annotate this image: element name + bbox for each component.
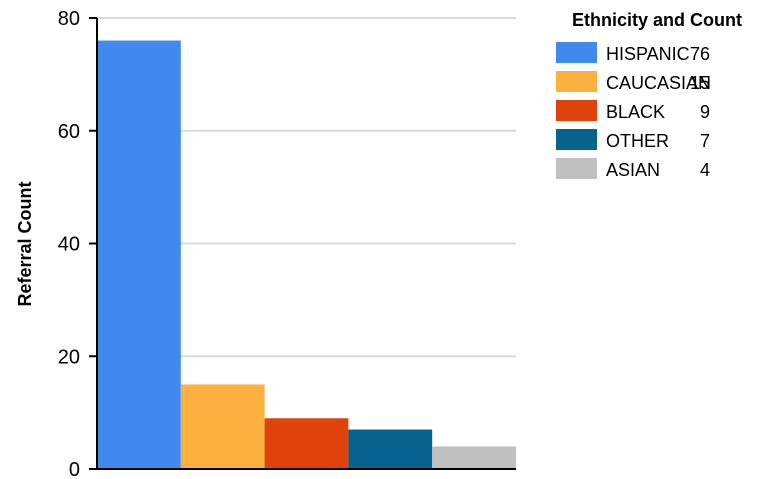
- legend-count-asian: 4: [700, 160, 710, 180]
- bar-hispanic: [97, 40, 181, 470]
- legend-swatch-asian: [556, 158, 597, 179]
- legend-label-other: OTHER: [606, 131, 669, 151]
- y-tick-label: 20: [58, 346, 80, 368]
- legend-swatch-caucasian: [556, 71, 597, 92]
- bar-asian: [432, 446, 516, 469]
- legend-label-black: BLACK: [606, 102, 665, 122]
- legend-swatch-black: [556, 100, 597, 121]
- y-tick-label: 80: [58, 8, 80, 30]
- legend-title: Ethnicity and Count: [572, 10, 742, 30]
- y-tick-label: 0: [69, 459, 80, 479]
- y-tick-label: 60: [58, 121, 80, 143]
- legend-label-asian: ASIAN: [606, 160, 660, 180]
- y-tick-label: 40: [58, 234, 80, 256]
- legend-label-caucasian: CAUCASIAN: [606, 73, 711, 93]
- bar-other: [348, 429, 433, 469]
- legend-count-other: 7: [700, 131, 710, 151]
- legend-swatch-other: [556, 129, 597, 150]
- bar-black: [264, 418, 349, 469]
- bar-caucasian: [180, 384, 265, 469]
- legend-label-hispanic: HISPANIC: [606, 44, 690, 64]
- y-axis-label: Referral Count: [15, 181, 35, 306]
- y-axis-ticks: 0 20 40 60 80: [58, 8, 97, 479]
- legend-count-black: 9: [700, 102, 710, 122]
- bars: [97, 40, 516, 470]
- legend-swatch-hispanic: [556, 42, 597, 63]
- legend-count-caucasian: 15: [690, 73, 710, 93]
- legend-count-hispanic: 76: [690, 44, 710, 64]
